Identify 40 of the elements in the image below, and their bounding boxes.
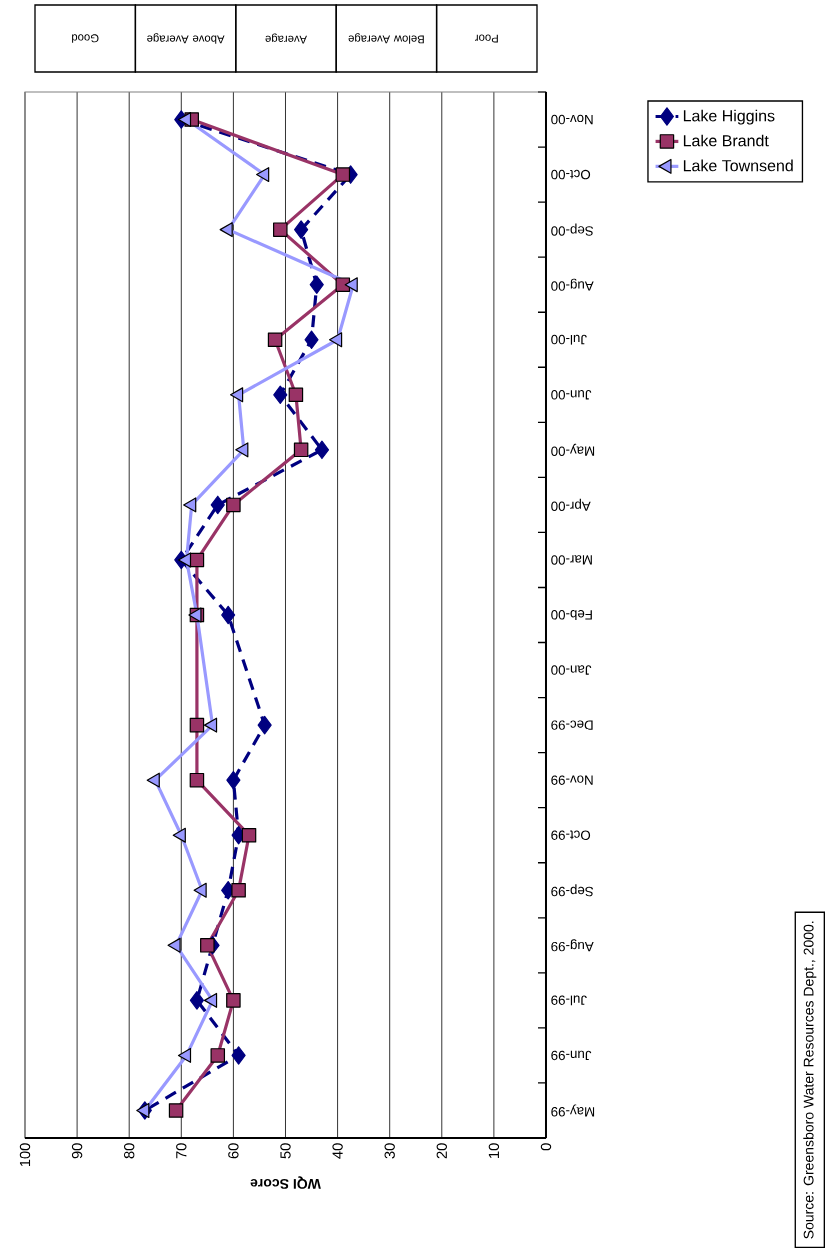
y-tick-label: Sep-99: [551, 884, 594, 897]
y-tick-label: Sep-00: [551, 223, 594, 236]
y-tick-label: Apr-00: [551, 498, 591, 511]
y-tick-label: Feb-00: [551, 610, 592, 620]
x-tick-label: 90: [71, 1143, 83, 1159]
y-tick-label: Jun-99: [551, 1050, 592, 1061]
x-tick-label: 20: [436, 1143, 447, 1159]
y-tick-label: Jan-00: [551, 665, 592, 675]
legend-label: Lake Brandt: [683, 134, 769, 147]
legend-label: Lake Higgins: [683, 109, 775, 125]
x-tick-label: 50: [280, 1143, 291, 1159]
y-tick-label: Oct-00: [551, 169, 591, 180]
y-tick-label: May-99: [551, 1104, 595, 1117]
x-tick-label: 100: [19, 1143, 31, 1167]
x-tick-label: 0: [540, 1143, 552, 1151]
y-tick-label: Dec-99: [551, 720, 593, 730]
y-tick-label: Jul-00: [551, 334, 587, 345]
y-tick-label: Mar-00: [551, 555, 592, 565]
x-tick-label: 40: [332, 1143, 343, 1159]
y-tick-label: Jun-00: [551, 390, 592, 400]
x-tick-label: 30: [384, 1143, 395, 1159]
y-tick-label: Nov-99: [551, 775, 593, 785]
x-tick-label: 80: [124, 1143, 135, 1159]
text: Below Average: [348, 33, 424, 44]
text: Good: [72, 34, 99, 43]
x-tick-label: 10: [488, 1143, 500, 1158]
y-tick-label: Aug-99: [551, 939, 594, 952]
text: Poor: [475, 34, 498, 43]
x-axis-title: WQI Score: [250, 1176, 321, 1189]
legend-label: Lake Townsend: [683, 159, 793, 172]
y-tick-label: Aug-00: [551, 278, 594, 291]
source-note: Source: Greensboro Water Resources Dept., 2000.: [803, 921, 817, 1239]
y-tick-label: Jul-99: [551, 995, 587, 1006]
text: Average: [265, 33, 307, 44]
y-tick-label: Nov-00: [551, 114, 593, 125]
x-tick-label: 70: [176, 1143, 187, 1159]
y-tick-label: Oct-99: [551, 830, 591, 840]
x-tick-label: 60: [228, 1143, 239, 1159]
text: Above Average: [147, 33, 225, 44]
y-tick-label: May-00: [551, 443, 595, 456]
